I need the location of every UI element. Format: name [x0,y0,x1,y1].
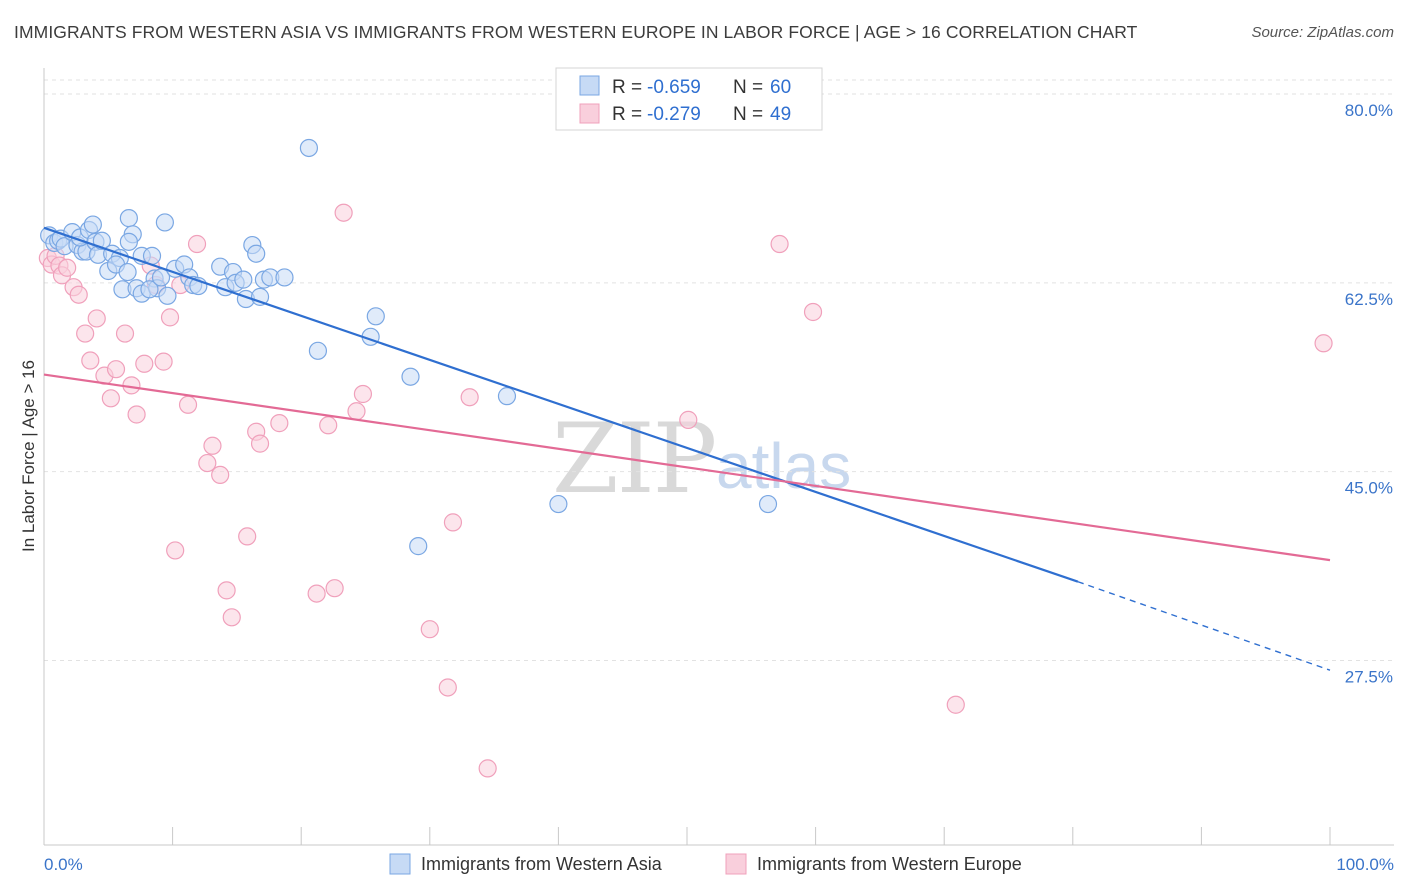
legend-r-label-europe: R = [612,104,642,125]
bottom-legend: Immigrants from Western Asia Immigrants … [389,853,1022,875]
data-point-western-europe [81,351,100,370]
data-point-western-asia [247,244,266,263]
data-point-western-europe [198,453,217,473]
data-point-western-europe [319,416,338,435]
bottom-legend-label-asia: Immigrants from Western Asia [421,854,663,874]
data-point-western-asia [158,286,177,305]
data-point-western-europe [478,759,497,778]
data-point-western-europe [160,308,180,327]
x-ticks [172,827,1331,845]
data-point-western-europe [222,608,241,627]
data-point-western-europe [334,203,353,222]
correlation-legend: R = -0.659 N = 60 R = -0.279 N = 49 [555,67,823,131]
data-point-western-asia [299,138,319,158]
gridlines [44,79,1394,661]
source-label: Source: ZipAtlas.com [1251,24,1394,41]
data-point-western-europe [154,352,173,371]
data-point-western-asia [758,494,778,514]
data-point-western-europe [460,388,479,407]
data-point-western-europe [211,465,230,485]
y-tick-label: 80.0% [1345,101,1393,120]
data-point-western-europe [87,309,106,328]
data-point-western-asia [275,268,294,287]
data-point-western-asia [119,209,138,228]
data-point-western-europe [187,234,207,254]
y-tick-labels: 27.5% 45.0% 62.5% 80.0% [1345,101,1393,686]
data-point-western-europe [353,384,373,404]
legend-n-label-europe: N = [733,104,763,125]
data-point-western-europe [217,581,236,600]
legend-n-value-europe: 49 [770,104,791,125]
data-point-western-europe [101,389,120,408]
bottom-legend-swatch-asia [389,853,411,875]
data-point-western-europe [69,285,88,304]
data-point-western-asia [155,213,174,232]
data-point-western-europe [106,360,126,379]
trend-line-western-europe [43,373,1331,562]
data-point-western-europe [325,579,344,598]
data-point-western-asia [497,387,517,406]
data-point-western-europe [166,541,185,560]
trend-line-western-asia-extension [1077,581,1331,671]
data-point-western-europe [438,678,457,697]
data-point-western-asia [140,280,159,299]
data-point-western-europe [420,620,439,639]
y-tick-label: 45.0% [1345,479,1393,498]
data-point-western-europe [803,302,823,322]
legend-r-value-europe: -0.279 [647,104,701,125]
data-point-western-asia [366,307,385,326]
data-point-western-asia [409,537,428,556]
data-point-western-europe [946,695,965,714]
x-tick-label-min: 0.0% [44,855,83,874]
y-tick-label: 27.5% [1345,667,1393,686]
x-tick-label-max: 100.0% [1336,855,1394,874]
data-point-western-asia [118,262,137,282]
data-point-western-europe [178,395,198,414]
data-point-western-europe [135,354,154,373]
data-point-western-asia [549,494,568,514]
data-point-western-europe [1314,334,1333,353]
data-point-western-asia [308,341,328,360]
data-point-western-europe [250,434,270,453]
axes [43,68,1394,846]
data-point-western-asia [83,215,102,234]
data-point-western-europe [127,405,146,424]
y-tick-label: 62.5% [1345,290,1393,309]
data-point-western-asia [119,232,138,251]
legend-swatch-western-asia [579,75,600,96]
data-point-western-europe [307,584,326,603]
data-point-western-europe [76,324,95,343]
chart-title: IMMIGRANTS FROM WESTERN ASIA VS IMMIGRAN… [14,22,1138,42]
legend-r-label-asia: R = [612,77,642,98]
data-point-western-asia [401,367,420,386]
data-point-western-europe [347,402,366,421]
data-point-western-europe [58,258,77,277]
legend-n-value-asia: 60 [770,77,791,98]
data-point-western-europe [679,410,698,429]
data-point-western-europe [270,414,289,433]
bottom-legend-swatch-europe [725,853,747,875]
series-western-europe [38,203,1333,778]
y-axis-label: In Labor Force | Age > 16 [19,360,38,552]
data-point-western-europe [203,436,222,455]
trend-lines [43,226,1331,671]
data-point-western-europe [115,324,135,343]
data-point-western-europe [770,234,789,254]
legend-box [555,67,823,131]
data-point-western-europe [238,527,257,546]
watermark-atlas: atlas [716,430,851,502]
data-point-western-asia [234,270,253,289]
trend-line-western-asia [43,226,1079,583]
data-point-western-europe [443,513,463,532]
legend-n-label-asia: N = [733,77,763,98]
legend-r-value-asia: -0.659 [647,77,701,98]
bottom-legend-label-europe: Immigrants from Western Europe [757,854,1022,874]
legend-swatch-western-europe [579,103,600,124]
series-western-asia [40,138,778,556]
